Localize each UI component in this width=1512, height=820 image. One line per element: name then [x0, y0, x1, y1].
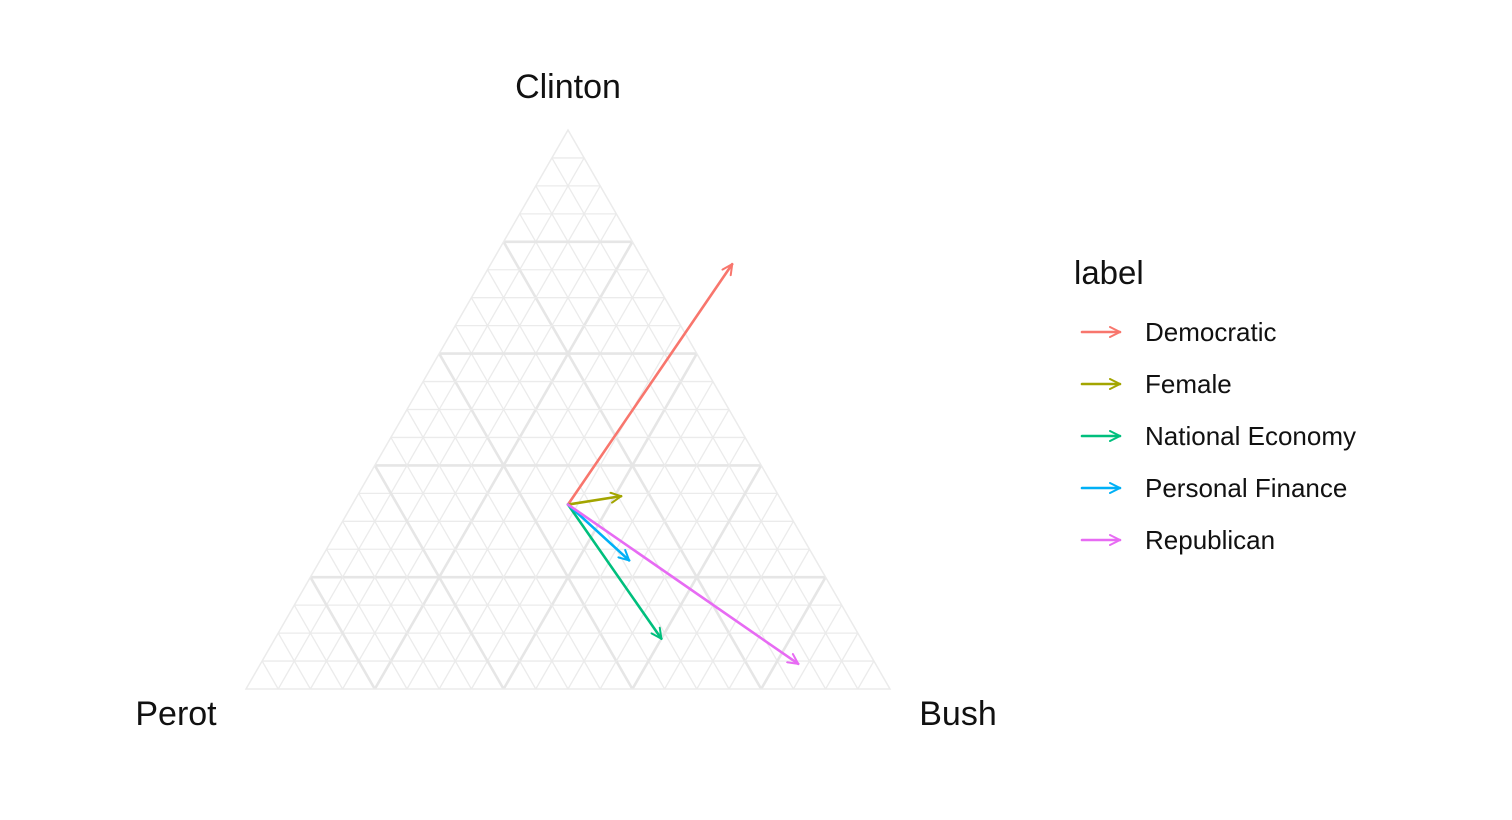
grid-line-bush: [760, 576, 827, 690]
grid-line-bush: [406, 269, 650, 690]
grid-line-perot: [422, 381, 601, 690]
grid-line-bush: [664, 493, 778, 690]
legend-item-democratic: Democratic: [1080, 317, 1276, 347]
grid-line-perot: [390, 437, 537, 690]
grid-line-bush: [342, 213, 617, 690]
legend: label Democratic Female National Economy Pe…: [1074, 254, 1356, 555]
legend-item-national-economy: National Economy: [1080, 421, 1356, 451]
grid-line-perot: [454, 325, 666, 690]
legend-item-personal-finance: Personal Finance: [1080, 473, 1347, 503]
legend-label-female: Female: [1145, 369, 1232, 399]
grid-line-perot: [519, 213, 794, 690]
legend-title: label: [1074, 254, 1144, 291]
grid-line-perot: [342, 520, 440, 690]
vertex-label-right: Bush: [919, 695, 997, 733]
grid-line-bush: [599, 437, 746, 690]
grid-line-bush: [535, 381, 714, 690]
arrow-personal-finance: [566, 503, 631, 562]
grid-line-perot: [373, 464, 505, 690]
grid-line-perot: [261, 660, 279, 690]
grid-line-bush: [277, 157, 585, 690]
grid-line-bush: [631, 464, 763, 690]
grid-line-bush: [567, 409, 730, 690]
legend-item-republican: Republican: [1080, 525, 1275, 555]
grid-line-perot: [277, 632, 311, 690]
grid-line-perot: [486, 269, 730, 690]
grid-line-perot: [551, 157, 859, 690]
triangle-frame: [244, 128, 892, 690]
vertex-label-left: Perot: [135, 695, 217, 733]
legend-label-national-economy: National Economy: [1145, 421, 1356, 451]
grid-line-perot: [325, 548, 408, 690]
grid-line-bush: [728, 548, 811, 690]
grid-line-perot: [358, 493, 472, 690]
grid-line-bush: [696, 520, 794, 690]
legend-label-republican: Republican: [1145, 525, 1275, 555]
arrow-female: [566, 491, 623, 506]
arrow-series: [566, 262, 800, 666]
grid-line-perot: [309, 576, 376, 690]
grid-line-bush: [857, 660, 875, 690]
grid-line-perot: [406, 409, 569, 690]
ternary-grid: [244, 128, 892, 690]
grid-line-bush: [825, 632, 859, 690]
legend-label-democratic: Democratic: [1145, 317, 1276, 347]
legend-items: Democratic Female National Economy Personal…: [1080, 317, 1356, 555]
legend-item-female: Female: [1080, 369, 1232, 399]
arrow-democratic: [566, 262, 734, 506]
grid-line-bush: [792, 604, 843, 690]
vertex-label-top: Clinton: [515, 68, 621, 106]
grid-line-perot: [293, 604, 344, 690]
legend-label-personal-finance: Personal Finance: [1145, 473, 1347, 503]
arrow-national-economy: [566, 503, 663, 640]
arrow-republican: [566, 503, 800, 666]
grid-line-bush: [470, 325, 682, 690]
